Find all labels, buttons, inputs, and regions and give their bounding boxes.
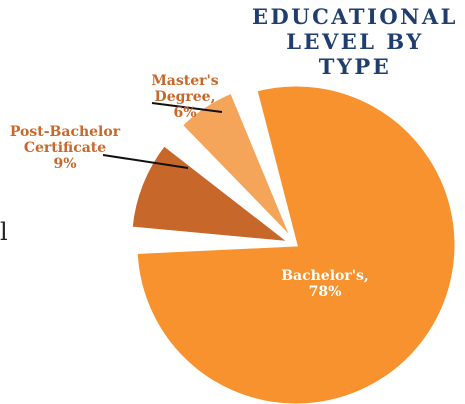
leader-line bbox=[151, 102, 223, 113]
slice-value-label: 78% bbox=[308, 284, 342, 300]
slice-value-label: 9% bbox=[53, 156, 77, 172]
slice-label: Post-Bachelor Certificate bbox=[9, 124, 121, 156]
pie-slice bbox=[129, 142, 296, 245]
pie-slice bbox=[134, 83, 458, 404]
pie-slice bbox=[179, 90, 295, 242]
chart-title: EDUCATIONAL LEVEL BY TYPE bbox=[252, 4, 458, 79]
leader-line bbox=[102, 154, 189, 169]
cut-text: l bbox=[0, 218, 8, 246]
slice-value-label: 6% bbox=[173, 105, 197, 121]
slice-label: Master's Degree, bbox=[151, 73, 219, 105]
slice-label: Bachelor's, bbox=[281, 268, 369, 284]
